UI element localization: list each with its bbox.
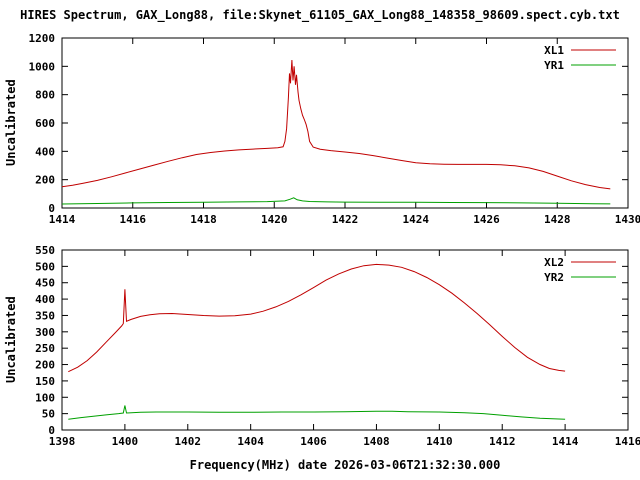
svg-text:150: 150: [35, 375, 55, 388]
svg-text:1400: 1400: [112, 435, 139, 448]
svg-text:1200: 1200: [29, 32, 56, 45]
svg-text:YR1: YR1: [544, 59, 564, 72]
svg-text:1412: 1412: [489, 435, 516, 448]
spectrum-plot-top: 1414 1416 1418 1420 1422 1424 1426 1428 1430 0 200…: [29, 32, 640, 226]
svg-text:200: 200: [35, 174, 55, 187]
svg-text:1404: 1404: [237, 435, 264, 448]
svg-text:200: 200: [35, 359, 55, 372]
svg-text:0: 0: [48, 424, 55, 437]
svg-text:1406: 1406: [300, 435, 327, 448]
svg-text:1414: 1414: [552, 435, 579, 448]
svg-text:1428: 1428: [544, 213, 571, 226]
svg-text:400: 400: [35, 293, 55, 306]
svg-text:300: 300: [35, 326, 55, 339]
x-axis-label: Frequency(MHz) date 2026-03-06T21:32:30.…: [189, 458, 501, 472]
svg-text:800: 800: [35, 89, 55, 102]
svg-text:YR2: YR2: [544, 271, 564, 284]
spectrum-plot-bottom: 1398 1400 1402 1404 1406 1408 1410 1412 1414 1416…: [35, 244, 640, 448]
svg-text:1408: 1408: [363, 435, 390, 448]
svg-text:1416: 1416: [615, 435, 640, 448]
svg-text:1000: 1000: [29, 60, 56, 73]
svg-text:500: 500: [35, 260, 55, 273]
svg-text:XL2: XL2: [544, 256, 564, 269]
svg-text:550: 550: [35, 244, 55, 257]
plot-title: HIRES Spectrum, GAX_Long88, file:Skynet_…: [20, 8, 620, 22]
svg-text:1398: 1398: [49, 435, 76, 448]
svg-text:400: 400: [35, 145, 55, 158]
svg-text:1410: 1410: [426, 435, 453, 448]
svg-text:100: 100: [35, 391, 55, 404]
svg-text:50: 50: [42, 408, 55, 421]
svg-text:600: 600: [35, 117, 55, 130]
svg-text:1416: 1416: [120, 213, 147, 226]
svg-text:250: 250: [35, 342, 55, 355]
svg-text:1418: 1418: [190, 213, 217, 226]
svg-text:1420: 1420: [261, 213, 288, 226]
svg-text:0: 0: [48, 202, 55, 215]
svg-text:XL1: XL1: [544, 44, 564, 57]
svg-text:1422: 1422: [332, 213, 359, 226]
svg-text:450: 450: [35, 277, 55, 290]
svg-text:1414: 1414: [49, 213, 76, 226]
svg-text:350: 350: [35, 309, 55, 322]
svg-text:1424: 1424: [403, 213, 430, 226]
svg-text:1402: 1402: [175, 435, 202, 448]
svg-text:1426: 1426: [473, 213, 500, 226]
svg-text:1430: 1430: [615, 213, 640, 226]
